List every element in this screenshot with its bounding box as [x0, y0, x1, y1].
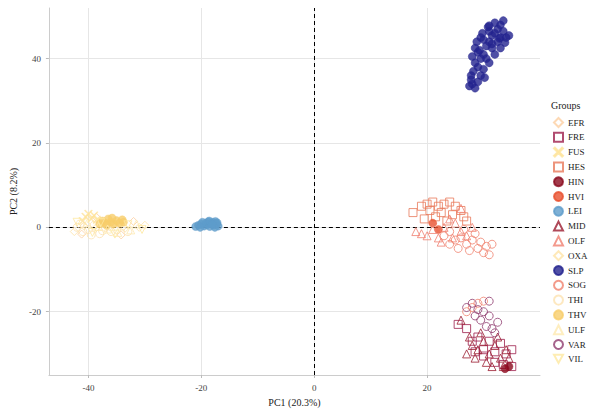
- svg-text:SLP: SLP: [568, 266, 584, 276]
- svg-text:-40: -40: [82, 383, 94, 393]
- svg-text:THV: THV: [568, 310, 587, 320]
- svg-text:LEI: LEI: [568, 206, 582, 216]
- svg-text:MID: MID: [568, 221, 586, 231]
- svg-text:20: 20: [32, 138, 42, 148]
- svg-text:OLF: OLF: [568, 236, 585, 246]
- svg-text:PC2 (8.2%): PC2 (8.2%): [8, 168, 20, 215]
- svg-text:THI: THI: [568, 295, 583, 305]
- svg-text:0: 0: [36, 222, 41, 232]
- svg-text:VIL: VIL: [568, 354, 583, 364]
- svg-text:FUS: FUS: [568, 147, 585, 157]
- svg-text:HES: HES: [568, 162, 585, 172]
- svg-text:HIN: HIN: [568, 177, 584, 187]
- svg-text:SOG: SOG: [568, 280, 587, 290]
- svg-text:20: 20: [423, 383, 433, 393]
- svg-text:EFR: EFR: [568, 118, 585, 128]
- svg-text:Groups: Groups: [551, 100, 581, 111]
- svg-text:-20: -20: [29, 307, 41, 317]
- svg-text:HVI: HVI: [568, 192, 584, 202]
- svg-text:0: 0: [312, 383, 317, 393]
- svg-text:VAR: VAR: [568, 340, 586, 350]
- svg-text:PC1 (20.3%): PC1 (20.3%): [268, 397, 320, 409]
- svg-text:ULF: ULF: [568, 325, 585, 335]
- svg-text:40: 40: [32, 54, 42, 64]
- svg-text:FRE: FRE: [568, 132, 585, 142]
- svg-text:-20: -20: [195, 383, 207, 393]
- svg-text:OXA: OXA: [568, 251, 588, 261]
